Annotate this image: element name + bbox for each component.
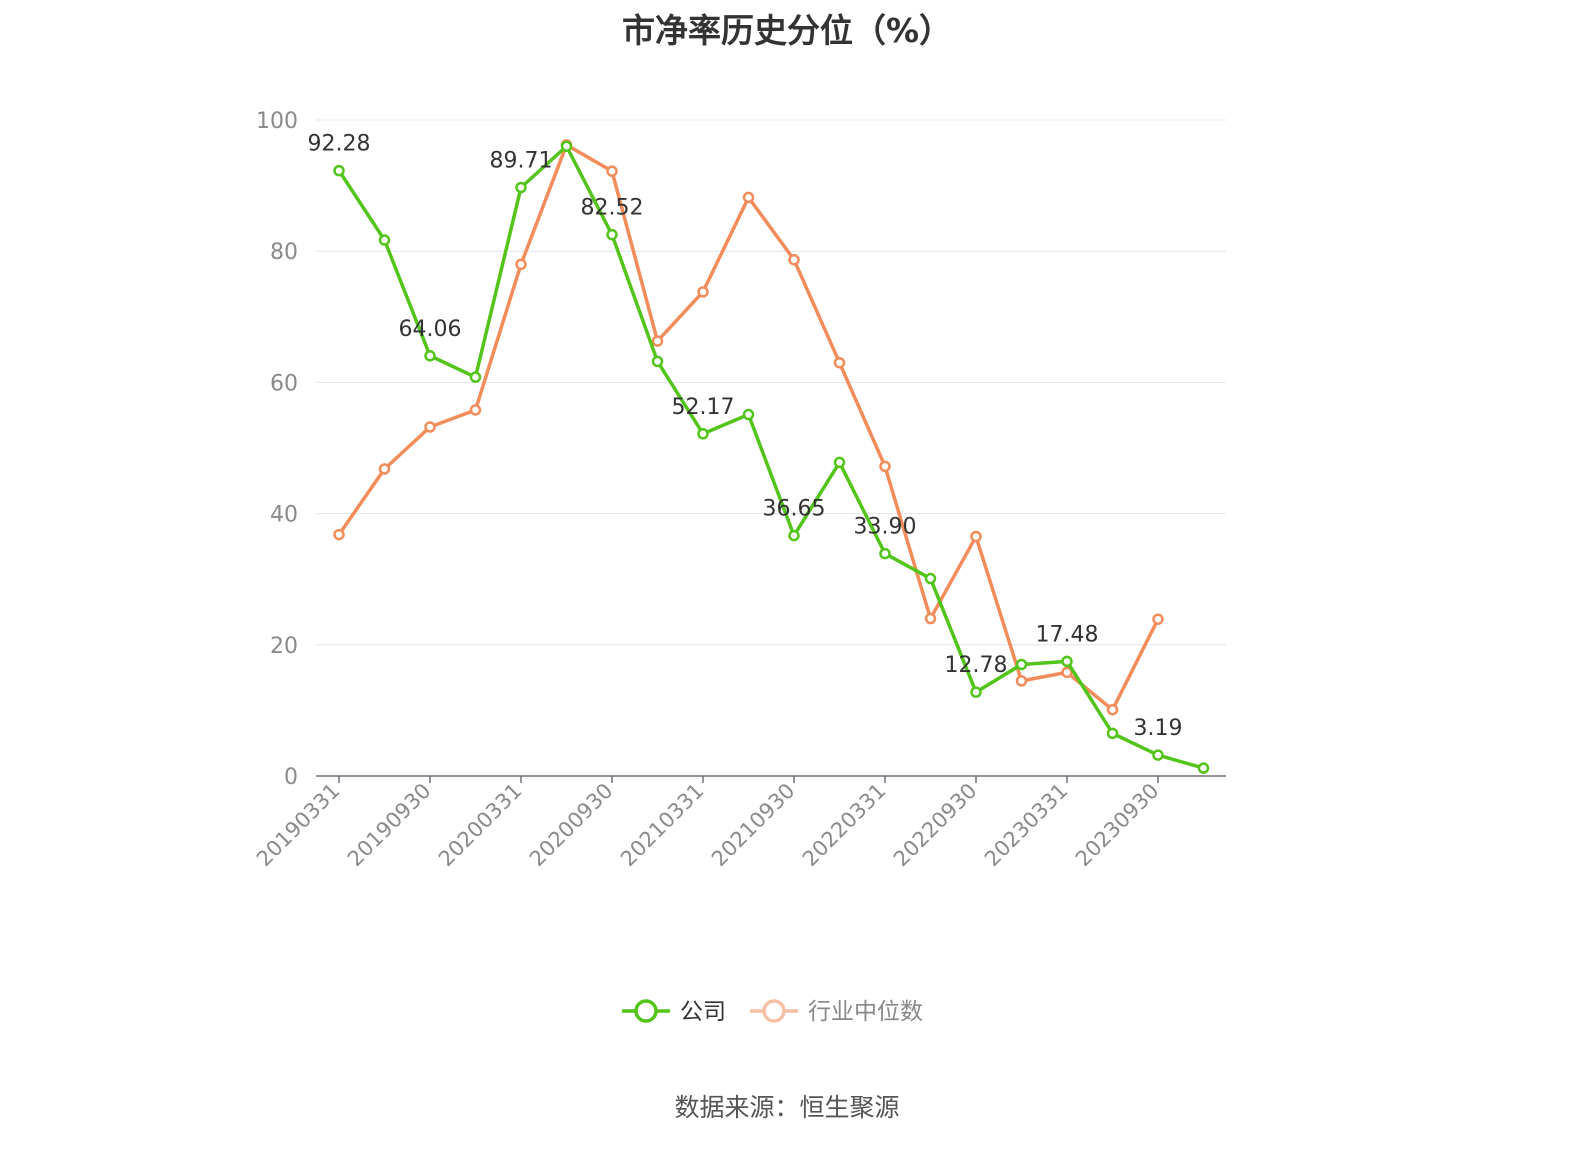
data-point [742,408,755,421]
legend-label: 行业中位数 [808,999,923,1025]
series [333,139,1210,774]
y-tick-label: 20 [270,634,298,659]
data-label: 89.71 [490,149,553,174]
data-point [1015,675,1028,687]
data-label: 64.06 [399,317,462,342]
x-tick-label: 20190930 [343,779,436,872]
legend-marker [634,999,658,1023]
y-tick-label: 40 [270,503,298,528]
x-tick-label: 20200930 [525,779,618,872]
legend-label: 公司 [680,999,726,1025]
data-point [788,253,800,266]
legend-symbol [750,999,798,1023]
data-point [424,350,436,362]
data-point [1152,613,1164,625]
data-point [833,356,846,369]
data-point [1061,666,1073,679]
data-point [469,404,482,416]
data-point [515,258,527,271]
data-label: 3.19 [1134,716,1183,741]
axes: 0 20 40 60 80 100 2019033120190930202003312020… [252,109,1226,871]
data-point [788,529,800,542]
x-tick-label: 20230930 [1071,779,1164,872]
data-point [1197,762,1210,774]
series-line-company [337,144,1204,770]
data-point [424,421,436,433]
data-label: 82.52 [581,196,644,221]
legend[interactable]: 公司 行业中位数 [622,999,923,1025]
data-point [879,460,891,473]
data-point [333,164,345,177]
data-point [1106,727,1119,740]
data-point [651,355,664,368]
legend-symbol [622,999,670,1023]
x-tick-label: 20190331 [252,779,345,872]
data-point [1106,703,1119,716]
y-tick-label: 80 [270,240,298,265]
data-point [970,686,982,698]
y-tick-label: 60 [270,371,298,396]
data-point [879,547,891,560]
source-note: 数据来源：恒生聚源 [674,1093,900,1122]
x-tick-label: 20200331 [434,779,527,872]
x-tick-label: 20220331 [798,779,891,872]
x-tick-label: 20230331 [980,779,1073,872]
legend-marker [762,999,786,1023]
data-label: 12.78 [945,653,1008,678]
data-point [833,456,846,469]
data-point [697,428,709,440]
data-point [378,463,391,475]
y-tick-label: 100 [256,109,298,134]
data-label: 52.17 [672,395,735,420]
data-point [924,572,937,585]
data-point [515,181,527,194]
data-label: 36.65 [763,497,826,522]
x-tick-label: 20210331 [616,779,709,872]
data-point [333,528,345,541]
data-point [560,140,573,152]
data-point [697,286,709,298]
data-label: 17.48 [1036,622,1099,647]
data-point [1152,749,1164,761]
data-label: 92.28 [308,132,371,157]
data-point [469,371,482,383]
legend-item-company[interactable]: 公司 [622,999,726,1025]
x-tick-label: 20210930 [707,779,800,872]
data-point [924,612,937,625]
data-point [606,228,618,241]
data-labels: 92.28 64.06 89.71 82.52 52.17 36.65 33.90 12.78… [308,132,1183,741]
data-point [378,234,391,246]
chart-title: 市净率历史分位（%） [621,11,953,50]
data-point [1015,658,1028,671]
data-point [606,165,618,177]
data-point [1061,655,1073,668]
y-tick-label: 0 [284,765,298,790]
data-point [742,191,755,204]
data-label: 33.90 [854,515,917,540]
x-tick-label: 20220930 [889,779,982,872]
data-point [651,335,664,347]
grid-lines [316,119,1226,646]
data-point [970,530,982,543]
legend-item-industry[interactable]: 行业中位数 [750,999,923,1025]
